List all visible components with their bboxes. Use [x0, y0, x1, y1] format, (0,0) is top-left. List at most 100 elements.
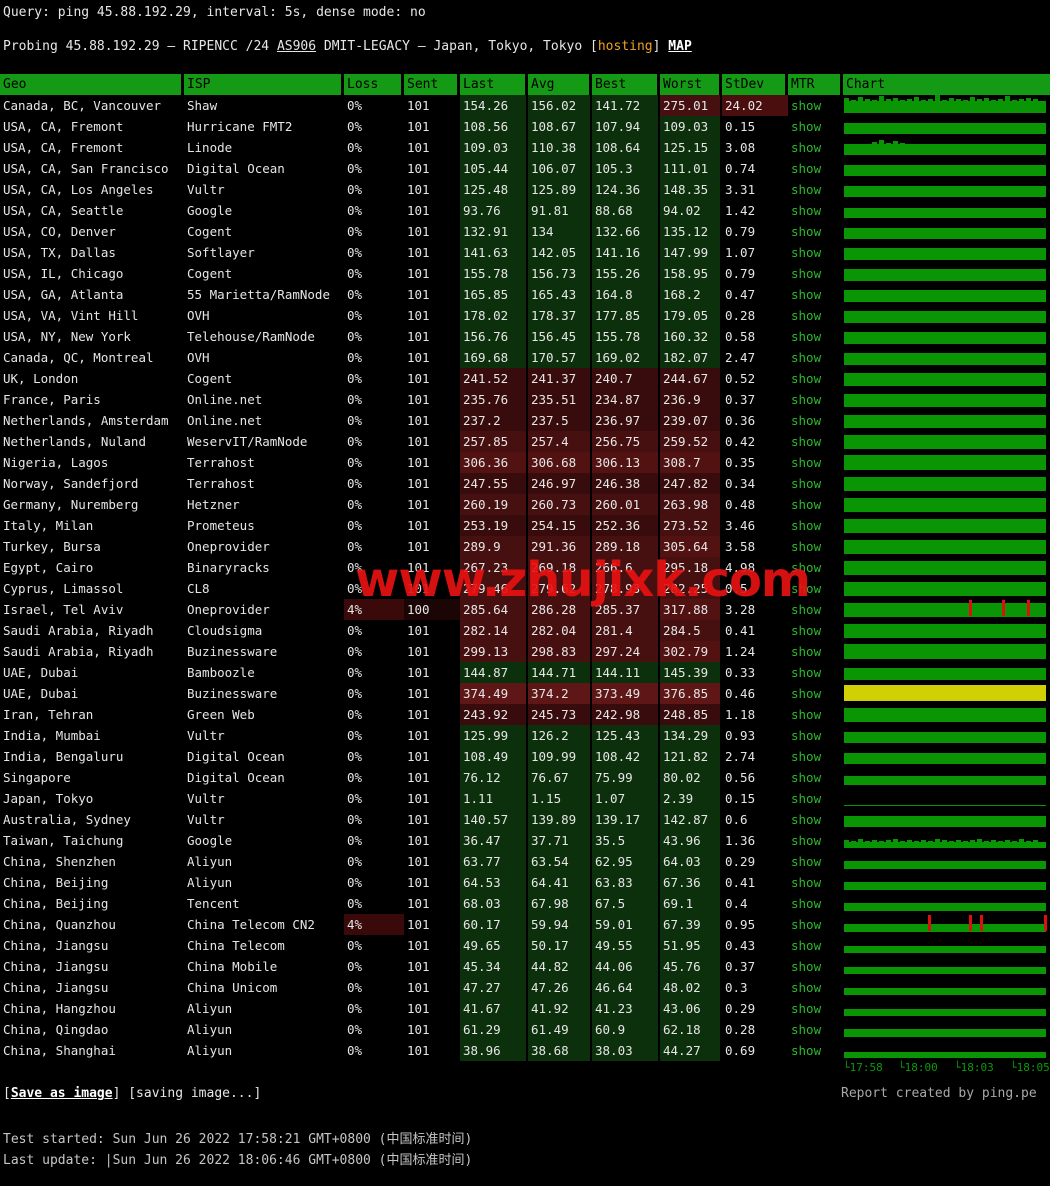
stdev-cell: 0.15 — [725, 791, 756, 806]
save-as-image-link[interactable]: Save as image — [10, 1086, 113, 1101]
loss-cell: 0% — [347, 518, 363, 533]
latency-sparkline — [843, 473, 1050, 494]
mtr-show-link[interactable]: show — [791, 917, 822, 932]
mtr-show-link[interactable]: show — [791, 350, 822, 365]
time-axis-label: └18:00 — [898, 1061, 938, 1074]
mtr-show-link[interactable]: show — [791, 329, 822, 344]
loss-cell: 0% — [347, 203, 363, 218]
sent-cell: 101 — [407, 308, 430, 323]
mtr-cell: show — [788, 956, 843, 977]
mtr-show-link[interactable]: show — [791, 413, 822, 428]
table-row: Canada, QC, Montreal OVH 0% 101 169.68 170.57… — [0, 347, 1050, 368]
mtr-show-link[interactable]: show — [791, 1001, 822, 1016]
mtr-show-link[interactable]: show — [791, 434, 822, 449]
mtr-show-link[interactable]: show — [791, 182, 822, 197]
mtr-show-link[interactable]: show — [791, 224, 822, 239]
mtr-show-link[interactable]: show — [791, 455, 822, 470]
mtr-show-link[interactable]: show — [791, 854, 822, 869]
mtr-show-link[interactable]: show — [791, 875, 822, 890]
mtr-show-link[interactable]: show — [791, 98, 822, 113]
mtr-cell: show — [788, 284, 843, 305]
mtr-show-link[interactable]: show — [791, 140, 822, 155]
geo-cell: China, Quanzhou — [3, 917, 116, 932]
mtr-show-link[interactable]: show — [791, 770, 822, 785]
table-row: Netherlands, Nuland WeservIT/RamNode 0% 101… — [0, 431, 1050, 452]
mtr-cell: show — [788, 1040, 843, 1061]
mtr-show-link[interactable]: show — [791, 980, 822, 995]
mtr-show-link[interactable]: show — [791, 476, 822, 491]
mtr-show-link[interactable]: show — [791, 245, 822, 260]
mtr-show-link[interactable]: show — [791, 371, 822, 386]
avg-cell: 246.97 — [528, 473, 592, 494]
stdev-cell: 0.28 — [725, 1022, 756, 1037]
mtr-show-link[interactable]: show — [791, 392, 822, 407]
stdev-cell: 0.95 — [725, 917, 756, 932]
stdev-cell: 0.41 — [725, 623, 756, 638]
stdev-cell: 3.58 — [725, 539, 756, 554]
latency-spike — [949, 98, 954, 101]
latency-bar — [844, 540, 1046, 554]
latency-sparkline — [843, 326, 1050, 347]
geo-cell: Turkey, Bursa — [3, 539, 101, 554]
isp-cell: Aliyun — [187, 1001, 233, 1016]
sent-cell: 101 — [407, 581, 430, 596]
sent-cell: 101 — [407, 119, 430, 134]
mtr-show-link[interactable]: show — [791, 938, 822, 953]
mtr-show-link[interactable]: show — [791, 749, 822, 764]
mtr-show-link[interactable]: show — [791, 896, 822, 911]
sent-cell: 101 — [407, 518, 430, 533]
mtr-show-link[interactable]: show — [791, 728, 822, 743]
mtr-cell: show — [788, 305, 843, 326]
mtr-cell: show — [788, 977, 843, 998]
geo-cell: USA, IL, Chicago — [3, 266, 124, 281]
mtr-cell: show — [788, 389, 843, 410]
mtr-show-link[interactable]: show — [791, 287, 822, 302]
loss-cell: 0% — [347, 161, 363, 176]
latency-bar — [844, 165, 1046, 176]
mtr-show-link[interactable]: show — [791, 308, 822, 323]
mtr-cell: show — [788, 515, 843, 536]
mtr-show-link[interactable]: show — [791, 203, 822, 218]
latency-bar — [844, 1009, 1046, 1016]
mtr-show-link[interactable]: show — [791, 707, 822, 722]
mtr-show-link[interactable]: show — [791, 665, 822, 680]
mtr-show-link[interactable]: show — [791, 539, 822, 554]
column-header-isp: ISP — [184, 74, 344, 95]
mtr-show-link[interactable]: show — [791, 266, 822, 281]
avg-cell: 110.38 — [528, 137, 592, 158]
geo-cell: USA, GA, Atlanta — [3, 287, 124, 302]
mtr-show-link[interactable]: show — [791, 497, 822, 512]
sent-cell: 101 — [407, 266, 430, 281]
last-cell: 260.19 — [460, 494, 528, 515]
stdev-cell: 24.02 — [722, 95, 788, 116]
latency-sparkline — [843, 998, 1050, 1019]
mtr-show-link[interactable]: show — [791, 560, 822, 575]
mtr-show-link[interactable]: show — [791, 518, 822, 533]
query-line: Query: ping 45.88.192.29, interval: 5s, … — [3, 5, 426, 20]
bracket-close: ] — [112, 1086, 129, 1101]
latency-spike — [879, 96, 884, 101]
mtr-show-link[interactable]: show — [791, 161, 822, 176]
mtr-show-link[interactable]: show — [791, 581, 822, 596]
table-row: Turkey, Bursa Oneprovider 0% 101 289.9 291.36… — [0, 536, 1050, 557]
loss-cell: 0% — [347, 686, 363, 701]
mtr-show-link[interactable]: show — [791, 623, 822, 638]
mtr-show-link[interactable]: show — [791, 119, 822, 134]
best-cell: 62.95 — [592, 851, 660, 872]
mtr-show-link[interactable]: show — [791, 959, 822, 974]
mtr-show-link[interactable]: show — [791, 1022, 822, 1037]
mtr-show-link[interactable]: show — [791, 812, 822, 827]
mtr-show-link[interactable]: show — [791, 833, 822, 848]
asn-link[interactable]: AS906 — [276, 39, 317, 54]
mtr-show-link[interactable]: show — [791, 686, 822, 701]
mtr-show-link[interactable]: show — [791, 791, 822, 806]
mtr-show-link[interactable]: show — [791, 602, 822, 617]
isp-cell: Aliyun — [187, 875, 233, 890]
best-cell: 252.36 — [592, 515, 660, 536]
worst-cell: 182.07 — [660, 347, 722, 368]
mtr-show-link[interactable]: show — [791, 644, 822, 659]
last-cell: 132.91 — [460, 221, 528, 242]
mtr-show-link[interactable]: show — [791, 1043, 822, 1058]
latency-spike — [872, 142, 877, 144]
map-link[interactable]: MAP — [668, 39, 692, 54]
